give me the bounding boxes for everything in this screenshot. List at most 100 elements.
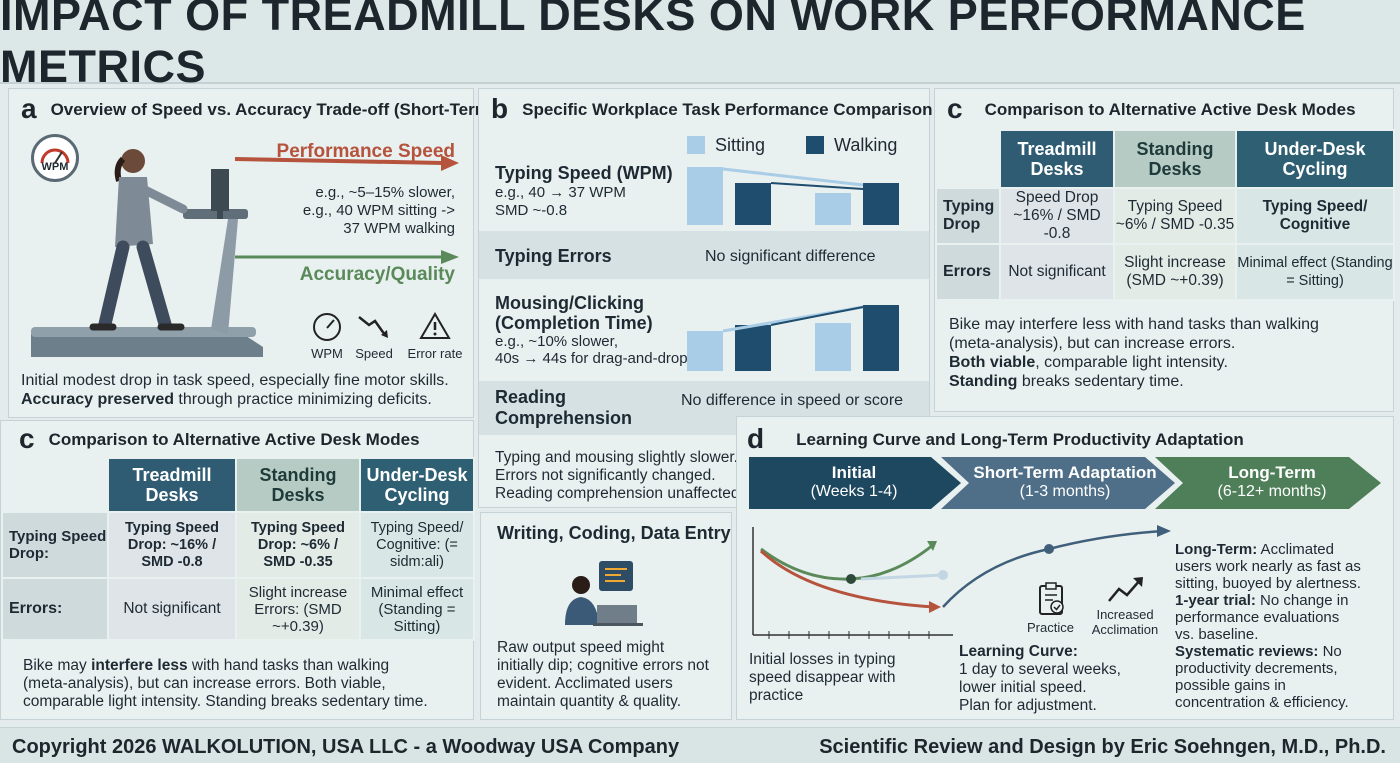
text-line: 1-year trial: No change in bbox=[1175, 592, 1349, 609]
chart-legend: Sitting Walking bbox=[687, 135, 897, 156]
col-treadmill: Treadmill Desks bbox=[107, 457, 237, 513]
phase-2-sub: (1-3 months) bbox=[1019, 483, 1111, 500]
panel-c-heading: Comparison to Alternative Active Desk Mo… bbox=[984, 100, 1356, 119]
learning-curve-heading: Learning Curve: bbox=[959, 643, 1078, 660]
typing-title: Typing Speed (WPM) bbox=[495, 163, 673, 183]
table-cell: Minimal effect (Standing = Sitting) bbox=[1235, 243, 1395, 301]
comparison-table: Treadmill Desks Standing Desks Under-Des… bbox=[1, 457, 475, 641]
icon-label: Error rate bbox=[407, 346, 463, 361]
text-line: Plan for adjustment. bbox=[959, 697, 1097, 714]
typing-errors-row: Typing Errors No significant difference bbox=[479, 231, 929, 279]
phase-arrow-long-term bbox=[1155, 457, 1381, 509]
text-line: Standing breaks sedentary time. bbox=[949, 373, 1184, 390]
col-cycling: Under-Desk Cycling bbox=[359, 457, 475, 513]
speed-label: Performance Speed bbox=[276, 141, 455, 162]
table-cell: Speed Drop ~16% / SMD -0.8 bbox=[999, 187, 1115, 245]
text-line: Both viable, comparable light intensity. bbox=[949, 354, 1228, 371]
phase-3-title: Long-Term bbox=[1228, 463, 1316, 482]
table-cell: Slight increase (SMD ~+0.39) bbox=[1113, 243, 1237, 301]
speed-note: e.g., 40 WPM sitting -> bbox=[302, 202, 455, 219]
text-line: (meta-analysis), but can increase errors… bbox=[23, 675, 386, 692]
phase-2-title: Short-Term Adaptation bbox=[973, 463, 1157, 482]
gauge-label: WPM bbox=[41, 161, 69, 173]
panel-c-heading: Comparison to Alternative Active Desk Mo… bbox=[48, 430, 420, 449]
panel-d: d Learning Curve and Long-Term Productivi… bbox=[736, 416, 1394, 720]
phase-arrow-short-term bbox=[941, 457, 1175, 509]
text-line: (meta-analysis), but can increase errors… bbox=[949, 335, 1236, 352]
col-cycling: Under-Desk Cycling bbox=[1235, 129, 1395, 189]
table-cell: Typing Speed/ Cognitive bbox=[1235, 187, 1395, 245]
text-line: users work nearly as fast as bbox=[1175, 558, 1361, 575]
summary-line: Typing and mousing slightly slower. bbox=[495, 449, 738, 466]
phase-1-title: Initial bbox=[831, 463, 877, 482]
clipboard-check-icon bbox=[1039, 582, 1064, 615]
speedometer-icon bbox=[313, 313, 341, 341]
text-line: performance evaluations bbox=[1175, 609, 1340, 626]
summary-line: Accuracy preserved through practice mini… bbox=[21, 391, 432, 408]
icon-label: Speed bbox=[355, 346, 393, 361]
text-line: Bike may interfere less with hand tasks … bbox=[23, 657, 390, 674]
text-line: Systematic reviews: No bbox=[1175, 643, 1342, 660]
row-label: Errors bbox=[935, 243, 1001, 301]
accuracy-arrow bbox=[235, 250, 459, 264]
bar-sitting bbox=[815, 193, 851, 225]
writing-heading: Writing, Coding, Data Entry bbox=[497, 523, 731, 543]
table-cell: Minimal effect (Standing = Sitting) bbox=[359, 577, 475, 641]
typing-bar-chart bbox=[687, 167, 899, 225]
accuracy-label: Accuracy/Quality bbox=[299, 264, 455, 285]
bar-sitting bbox=[815, 323, 851, 371]
learning-curve-graph bbox=[752, 525, 1171, 639]
trend-down-icon bbox=[358, 316, 388, 338]
phase-arrow-initial bbox=[749, 457, 961, 509]
panel-letter: c bbox=[947, 93, 963, 124]
table-cell: Not significant bbox=[107, 577, 237, 641]
caption-line: Initial losses in typing bbox=[749, 651, 896, 668]
panel-letter: b bbox=[491, 93, 509, 124]
summary-line: Reading comprehension unaffected. bbox=[495, 485, 744, 502]
col-standing: Standing Desks bbox=[235, 457, 361, 513]
panel-letter: d bbox=[747, 423, 765, 454]
panel-c-bottom: c Comparison to Alternative Active Desk M… bbox=[0, 420, 475, 720]
text-line: productivity decrements, bbox=[1175, 660, 1338, 677]
phase-timeline bbox=[749, 457, 1381, 509]
row-label: Typing Drop bbox=[935, 187, 1001, 245]
text-line: concentration & efficiency. bbox=[1175, 694, 1349, 711]
bar-walking bbox=[735, 183, 771, 225]
mousing-bar-chart bbox=[687, 305, 899, 371]
panel-d-heading: Learning Curve and Long-Term Productivit… bbox=[796, 430, 1244, 449]
phase-3-sub: (6-12+ months) bbox=[1217, 483, 1327, 500]
footer: Copyright 2026 WALKOLUTION, USA LLC - a … bbox=[0, 727, 1400, 763]
errors-title: Typing Errors bbox=[495, 246, 612, 266]
panel-letter: c bbox=[19, 423, 35, 454]
caption-line: practice bbox=[749, 687, 804, 704]
panel-c-top: c Comparison to Alternative Active Desk M… bbox=[934, 88, 1395, 412]
table-cell: Not significant bbox=[999, 243, 1115, 301]
phase-1-sub: (Weeks 1-4) bbox=[810, 483, 898, 500]
wpm-icon-group: WPM bbox=[297, 311, 357, 361]
speed-note: e.g., ~5–15% slower, bbox=[315, 184, 455, 201]
mousing-note: e.g., ~10% slower, bbox=[495, 333, 618, 350]
caption-line: speed disappear with bbox=[749, 669, 896, 686]
table-cell: Slight increase Errors: (SMD ~+0.39) bbox=[235, 577, 361, 641]
icon-label: WPM bbox=[311, 346, 343, 361]
error-icon-group: Error rate bbox=[403, 311, 467, 361]
bar-sitting bbox=[687, 331, 723, 371]
panel-a: a Overview of Speed vs. Accuracy Trade-of… bbox=[8, 88, 496, 418]
table-cell: Typing Speed/ Cognitive: (= sidm:ali) bbox=[359, 511, 475, 579]
col-standing: Standing Desks bbox=[1113, 129, 1237, 189]
reading-title: Reading Comprehension bbox=[495, 387, 633, 428]
bar-walking bbox=[863, 183, 899, 225]
col-treadmill: Treadmill Desks bbox=[999, 129, 1115, 189]
row-label: Typing Speed Drop: bbox=[1, 511, 109, 579]
text-line: initially dip; cognitive errors not bbox=[497, 657, 709, 674]
practice-label: Practice bbox=[1027, 620, 1074, 635]
table-cell: Typing Speed Drop: ~16% / SMD -0.8 bbox=[107, 511, 237, 579]
text-line: Bike may interfere less with hand tasks … bbox=[949, 316, 1319, 333]
bar-walking bbox=[863, 305, 899, 371]
speed-icon-group: Speed bbox=[349, 311, 399, 361]
text-line: 1 day to several weeks, bbox=[959, 661, 1121, 678]
acclimation-label: Increased bbox=[1096, 607, 1154, 622]
panel-b: b Specific Workplace Task Performance Com… bbox=[478, 88, 932, 508]
panel-writing-coding: Writing, Coding, Data Entry Raw output s… bbox=[480, 512, 732, 720]
footer-credit: Scientific Review and Design by Eric Soe… bbox=[819, 736, 1386, 758]
